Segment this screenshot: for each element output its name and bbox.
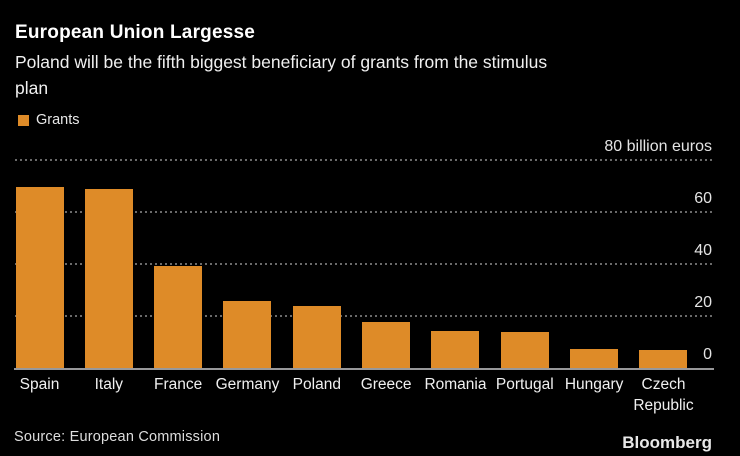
gridline-20: [15, 315, 713, 317]
legend-swatch-grants: [18, 114, 29, 126]
bar-romania: [431, 331, 480, 368]
legend: Grants: [18, 112, 80, 128]
gridline-80: [15, 159, 713, 161]
category-label-france: France: [154, 376, 203, 393]
ytick-label-80: 80 billion euros: [604, 138, 712, 155]
bloomberg-logo: Bloomberg: [622, 433, 712, 452]
ytick-label-40: 40: [694, 242, 712, 259]
bar-poland: [292, 305, 341, 368]
bar-france: [154, 265, 203, 368]
bar-portugal: [500, 331, 549, 368]
category-label-czech-republic: Czech Republic: [633, 376, 694, 414]
bar-germany: [223, 301, 272, 368]
category-label-germany: Germany: [215, 376, 280, 393]
category-label-hungary: Hungary: [564, 376, 624, 393]
chart-title: European Union Largesse: [15, 22, 256, 43]
category-label-poland: Poland: [292, 376, 341, 393]
chart-subtitle: Poland will be the fifth biggest benefic…: [15, 49, 547, 101]
bar-hungary: [570, 349, 619, 368]
legend-label: Grants: [36, 112, 80, 128]
axis-baseline: [14, 367, 714, 370]
bar-czech-republic: [639, 349, 688, 368]
ytick-label-60: 60: [694, 190, 712, 207]
gridline-40: [15, 263, 713, 265]
chart-subtitle-line-2: plan: [15, 78, 49, 98]
category-label-greece: Greece: [360, 376, 412, 393]
category-label-spain: Spain: [19, 376, 60, 393]
source-note: Source: European Commission: [14, 429, 221, 445]
category-label-portugal: Portugal: [495, 376, 554, 393]
bar-italy: [84, 188, 133, 368]
chart-subtitle-line-1: Poland will be the fifth biggest benefic…: [15, 52, 548, 72]
category-label-italy: Italy: [94, 376, 124, 393]
bar-spain: [15, 187, 64, 368]
gridline-60: [15, 211, 713, 213]
bar-greece: [362, 321, 411, 368]
ytick-label-0: 0: [703, 346, 712, 363]
ytick-label-20: 20: [694, 294, 712, 311]
category-label-romania: Romania: [424, 376, 487, 393]
